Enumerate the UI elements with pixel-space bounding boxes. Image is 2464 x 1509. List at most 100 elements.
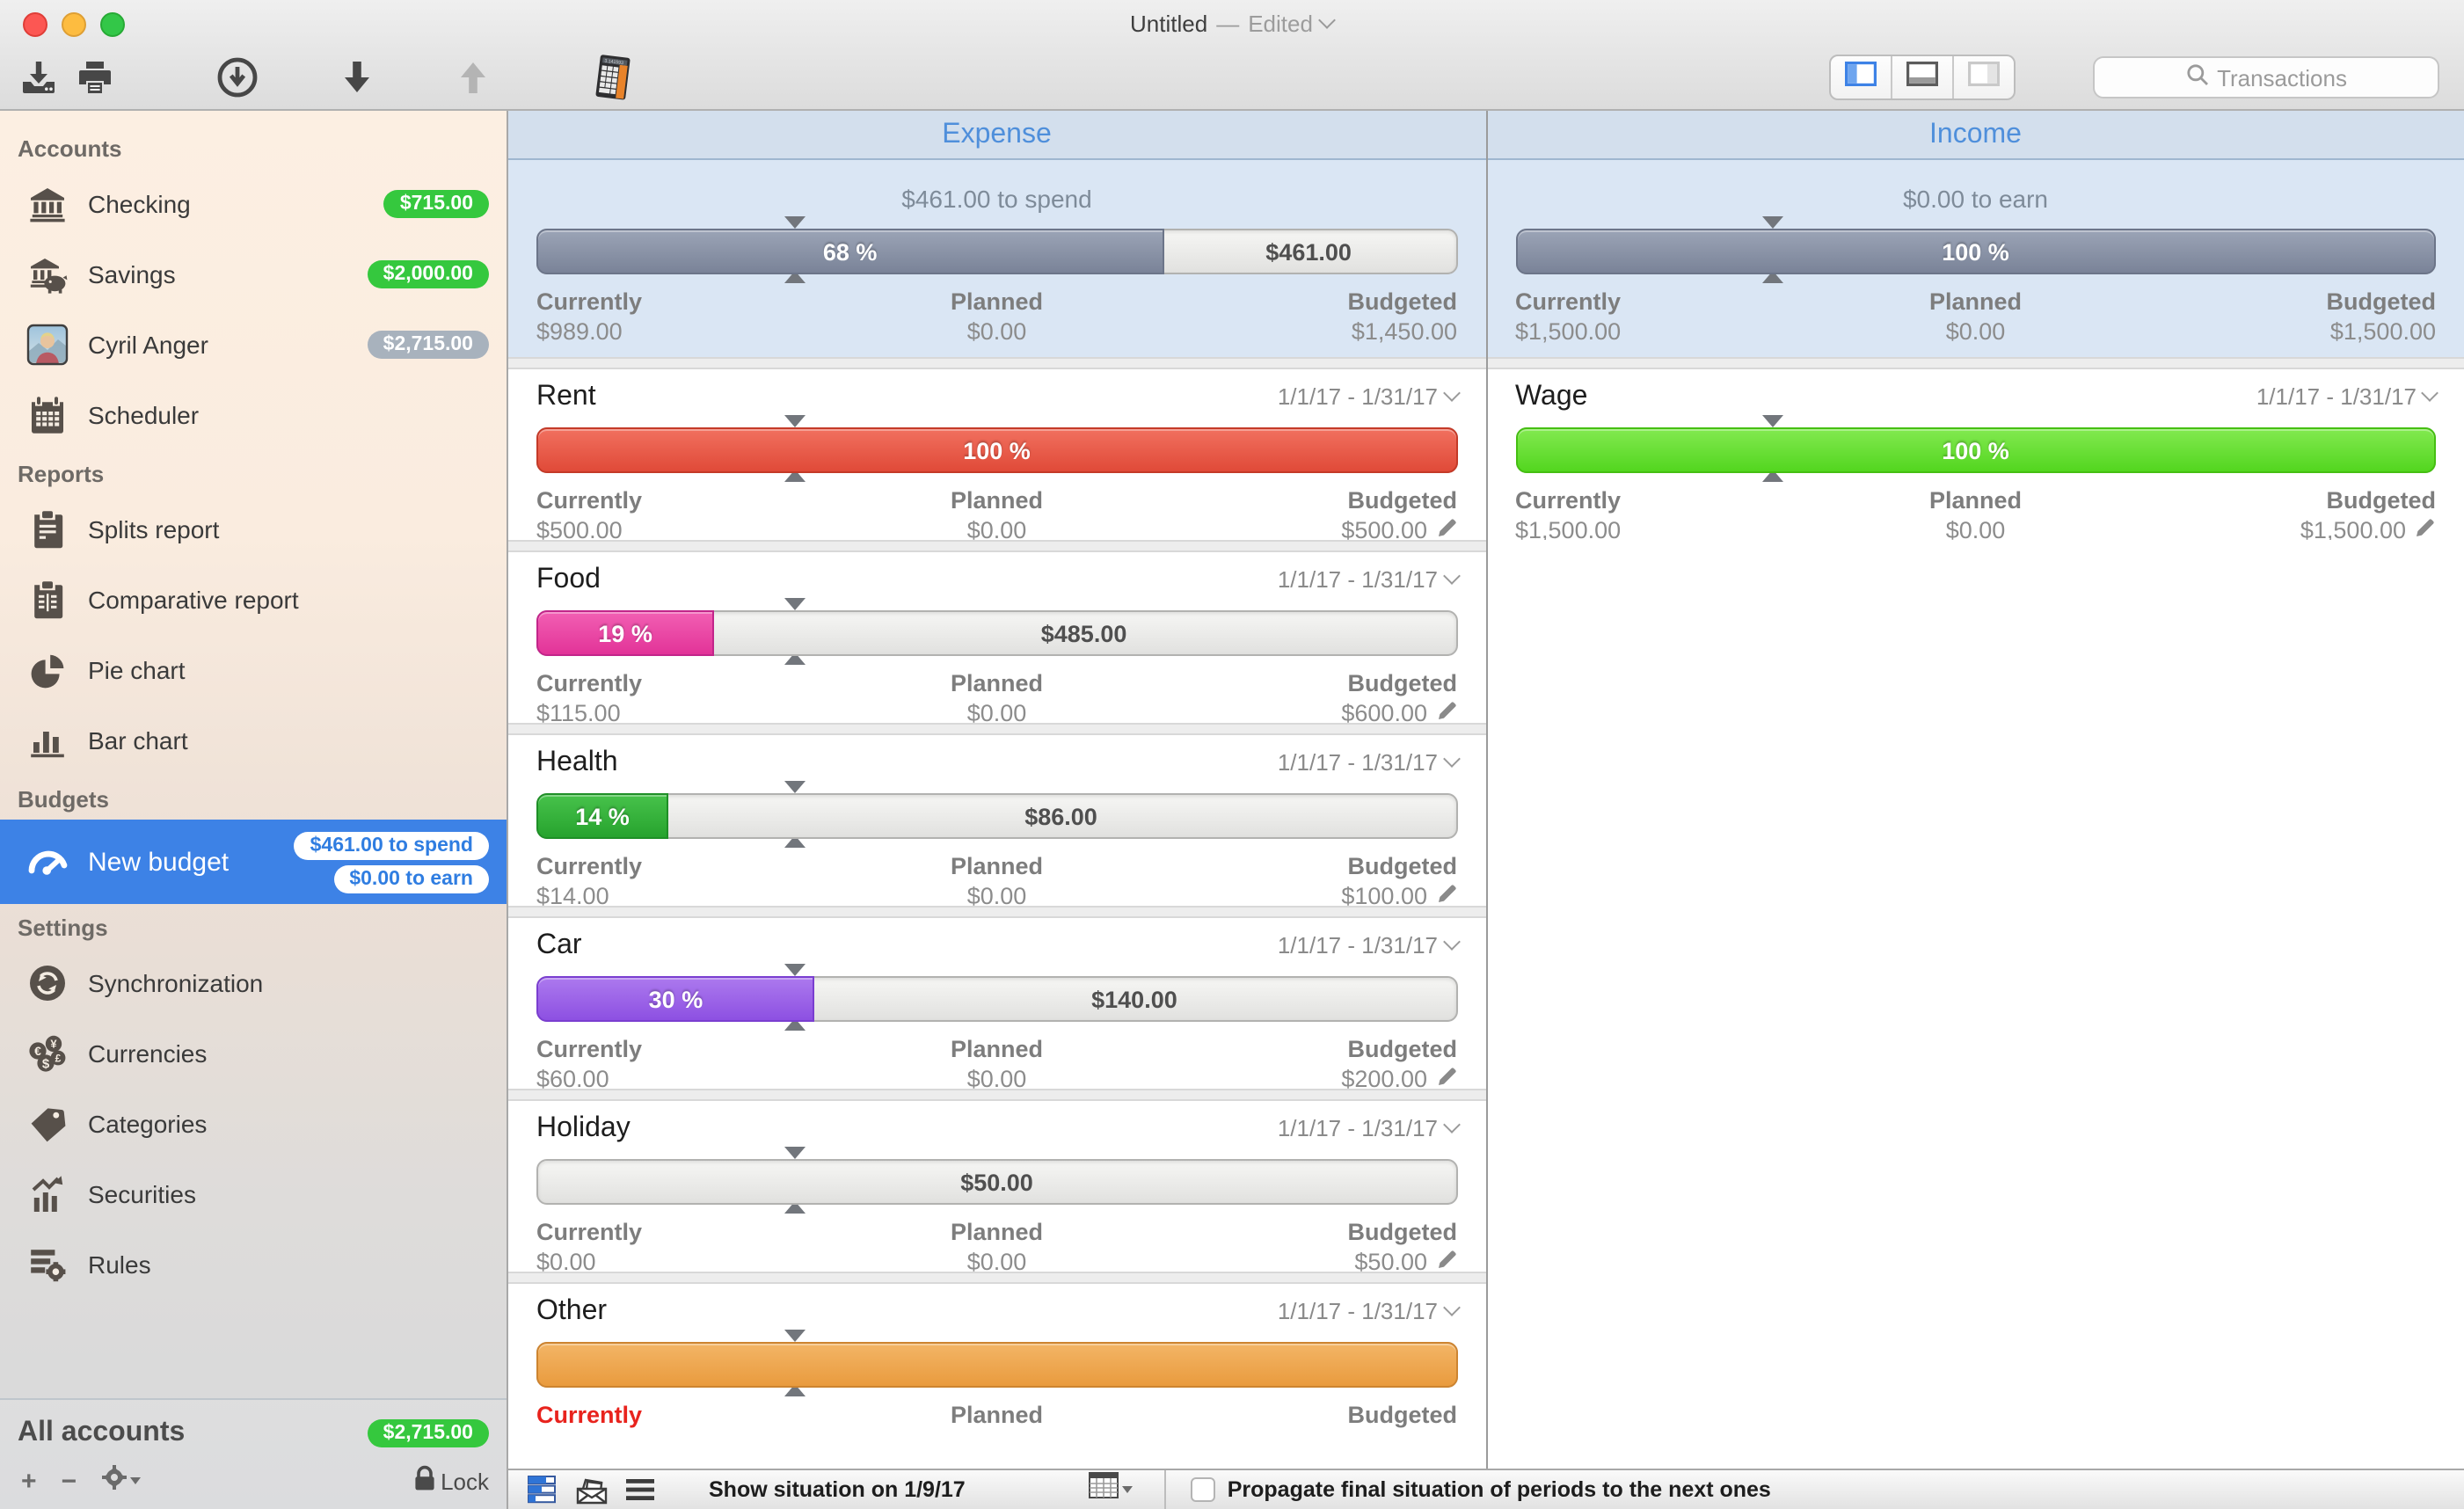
period-selector[interactable]: 1/1/17 - 1/31/17 bbox=[1278, 749, 1460, 776]
category-progress-bar[interactable]: 14 % $86.00 bbox=[536, 793, 1457, 839]
currently-label: Currently bbox=[536, 487, 643, 514]
sidebar-item-categories[interactable]: Categories bbox=[0, 1089, 507, 1159]
export-envelope-button[interactable] bbox=[575, 1475, 609, 1505]
chevron-down-icon bbox=[1442, 567, 1460, 585]
edit-budget-button[interactable] bbox=[1436, 1066, 1457, 1092]
calculator-button[interactable]: 3.141593 bbox=[591, 51, 637, 104]
period-label: 1/1/17 - 1/31/17 bbox=[1277, 1298, 1438, 1324]
sidebar-item-synchronization[interactable]: Synchronization bbox=[0, 948, 507, 1018]
category-row-holiday: Holiday 1/1/17 - 1/31/17 $50.00 Currentl… bbox=[508, 1101, 1485, 1275]
lock-button[interactable]: Lock bbox=[412, 1465, 489, 1497]
sidebar-item-rules[interactable]: Rules bbox=[0, 1229, 507, 1300]
category-progress-bar[interactable]: 30 % $140.00 bbox=[536, 976, 1457, 1022]
bottombar-view-icon bbox=[1906, 61, 1938, 94]
period-label: 1/1/17 - 1/31/17 bbox=[1277, 383, 1438, 410]
currencies-icon: ¥ € £ $ bbox=[25, 1031, 70, 1076]
edit-budget-button[interactable] bbox=[1436, 1249, 1457, 1275]
budgeted-label: Budgeted bbox=[1347, 853, 1458, 879]
sidebar-item-cyril-anger[interactable]: Cyril Anger $2,715.00 bbox=[0, 310, 507, 380]
sidebar-item-label: Synchronization bbox=[88, 969, 264, 997]
period-selector[interactable]: 1/1/17 - 1/31/17 bbox=[1277, 383, 1460, 410]
chevron-down-icon bbox=[1442, 1116, 1460, 1134]
account-balance-badge: $715.00 bbox=[383, 190, 489, 218]
sidebar-item-bar-chart[interactable]: Bar chart bbox=[0, 705, 507, 776]
minimize-button[interactable] bbox=[62, 12, 86, 37]
move-up-button[interactable] bbox=[454, 51, 492, 104]
zoom-button[interactable] bbox=[100, 12, 125, 37]
move-down-button[interactable] bbox=[338, 51, 376, 104]
income-summary-bar[interactable]: 100 % bbox=[1515, 229, 2436, 274]
sidebar-item-pie-chart[interactable]: Pie chart bbox=[0, 635, 507, 705]
toolbar: 3.141593 Transactions bbox=[0, 46, 2464, 109]
period-selector[interactable]: 1/1/17 - 1/31/17 bbox=[1277, 1298, 1460, 1324]
up-arrow-icon bbox=[454, 56, 492, 98]
edit-budget-button[interactable] bbox=[1436, 883, 1457, 909]
view-sidebar-segment[interactable] bbox=[1831, 56, 1892, 98]
edit-budget-button[interactable] bbox=[2415, 517, 2436, 543]
import-transactions-button[interactable] bbox=[215, 51, 260, 104]
action-menu-button[interactable] bbox=[101, 1464, 141, 1498]
category-progress-bar[interactable]: 19 % $485.00 bbox=[536, 610, 1457, 656]
close-button[interactable] bbox=[23, 12, 47, 37]
income-column: Income $0.00 to earn 100 % Currently $1,5… bbox=[1487, 111, 2464, 1509]
period-selector[interactable]: 1/1/17 - 1/31/17 bbox=[1278, 932, 1460, 959]
to-earn-label: $0.00 to earn bbox=[1902, 185, 2048, 213]
edit-budget-button[interactable] bbox=[1436, 517, 1457, 543]
sidebar-item-comparative-report[interactable]: Comparative report bbox=[0, 565, 507, 635]
sidebar-item-securities[interactable]: Securities bbox=[0, 1159, 507, 1229]
currently-label: Currently bbox=[536, 670, 643, 696]
sidebar-item-savings[interactable]: Savings $2,000.00 bbox=[0, 239, 507, 310]
planned-label: Planned bbox=[1928, 487, 2022, 514]
budget-earn-badge: $0.00 to earn bbox=[333, 864, 489, 893]
section-header-reports: Reports bbox=[18, 461, 105, 487]
category-progress-bar[interactable]: 100 % bbox=[1515, 427, 2436, 473]
sidebar-item-new-budget[interactable]: New budget $461.00 to spend $0.00 to ear… bbox=[0, 820, 507, 904]
tag-icon bbox=[25, 1101, 70, 1147]
view-bottom-segment[interactable] bbox=[1892, 56, 1954, 98]
menu-button[interactable] bbox=[626, 1479, 654, 1500]
currently-value: $500.00 bbox=[536, 517, 623, 543]
remove-button[interactable]: − bbox=[61, 1466, 77, 1496]
rules-icon bbox=[25, 1242, 70, 1287]
budget-content: Expense $461.00 to spend 68 % $461.00 Cu… bbox=[508, 111, 2464, 1509]
planned-value: $0.00 bbox=[1945, 517, 2006, 543]
sidebar-item-currencies[interactable]: ¥ € £ $ Currencies bbox=[0, 1018, 507, 1089]
propagate-label: Propagate final situation of periods to … bbox=[1227, 1477, 1771, 1502]
pie-chart-icon bbox=[25, 647, 70, 693]
add-button[interactable]: + bbox=[21, 1466, 37, 1496]
sidebar-item-splits-report[interactable]: Splits report bbox=[0, 494, 507, 565]
svg-text:€: € bbox=[34, 1044, 41, 1058]
save-import-button[interactable] bbox=[18, 51, 60, 104]
gear-icon bbox=[101, 1464, 127, 1498]
date-picker-button[interactable] bbox=[1088, 1472, 1133, 1507]
to-spend-label: $461.00 to spend bbox=[901, 185, 1092, 213]
expense-summary-bar[interactable]: 68 % $461.00 bbox=[536, 229, 1457, 274]
sidebar-item-label: Checking bbox=[88, 190, 191, 218]
edit-budget-button[interactable] bbox=[1436, 700, 1457, 726]
planned-value: $0.00 bbox=[966, 883, 1027, 909]
window-title[interactable]: Untitled — Edited bbox=[1130, 10, 1337, 36]
avatar bbox=[25, 322, 70, 368]
clipboard-columns-icon bbox=[25, 577, 70, 623]
planned-label: Planned bbox=[950, 1219, 1043, 1245]
sidebar-item-scheduler[interactable]: Scheduler bbox=[0, 380, 507, 450]
search-input[interactable]: Transactions bbox=[2093, 56, 2439, 98]
sidebar-item-checking[interactable]: Checking $715.00 bbox=[0, 169, 507, 239]
period-selector[interactable]: 1/1/17 - 1/31/17 bbox=[1278, 1115, 1460, 1141]
all-accounts-row[interactable]: All accounts $2,715.00 bbox=[0, 1400, 507, 1460]
propagate-checkbox[interactable] bbox=[1190, 1477, 1215, 1502]
total-balance-badge: $2,715.00 bbox=[367, 1419, 489, 1447]
print-button[interactable] bbox=[74, 51, 116, 104]
category-progress-bar[interactable]: $50.00 bbox=[536, 1159, 1457, 1205]
period-marker-icon bbox=[784, 415, 806, 427]
budgeted-value: $1,500.00 bbox=[2329, 318, 2436, 345]
columns-view-button[interactable] bbox=[528, 1476, 558, 1504]
period-selector[interactable]: 1/1/17 - 1/31/17 bbox=[2256, 383, 2438, 410]
category-progress-bar[interactable] bbox=[536, 1342, 1457, 1388]
lock-label: Lock bbox=[441, 1468, 489, 1494]
category-progress-bar[interactable]: 100 % bbox=[536, 427, 1457, 473]
titlebar: Untitled — Edited bbox=[0, 0, 2464, 46]
view-right-segment[interactable] bbox=[1954, 56, 2014, 98]
period-selector[interactable]: 1/1/17 - 1/31/17 bbox=[1278, 566, 1460, 593]
